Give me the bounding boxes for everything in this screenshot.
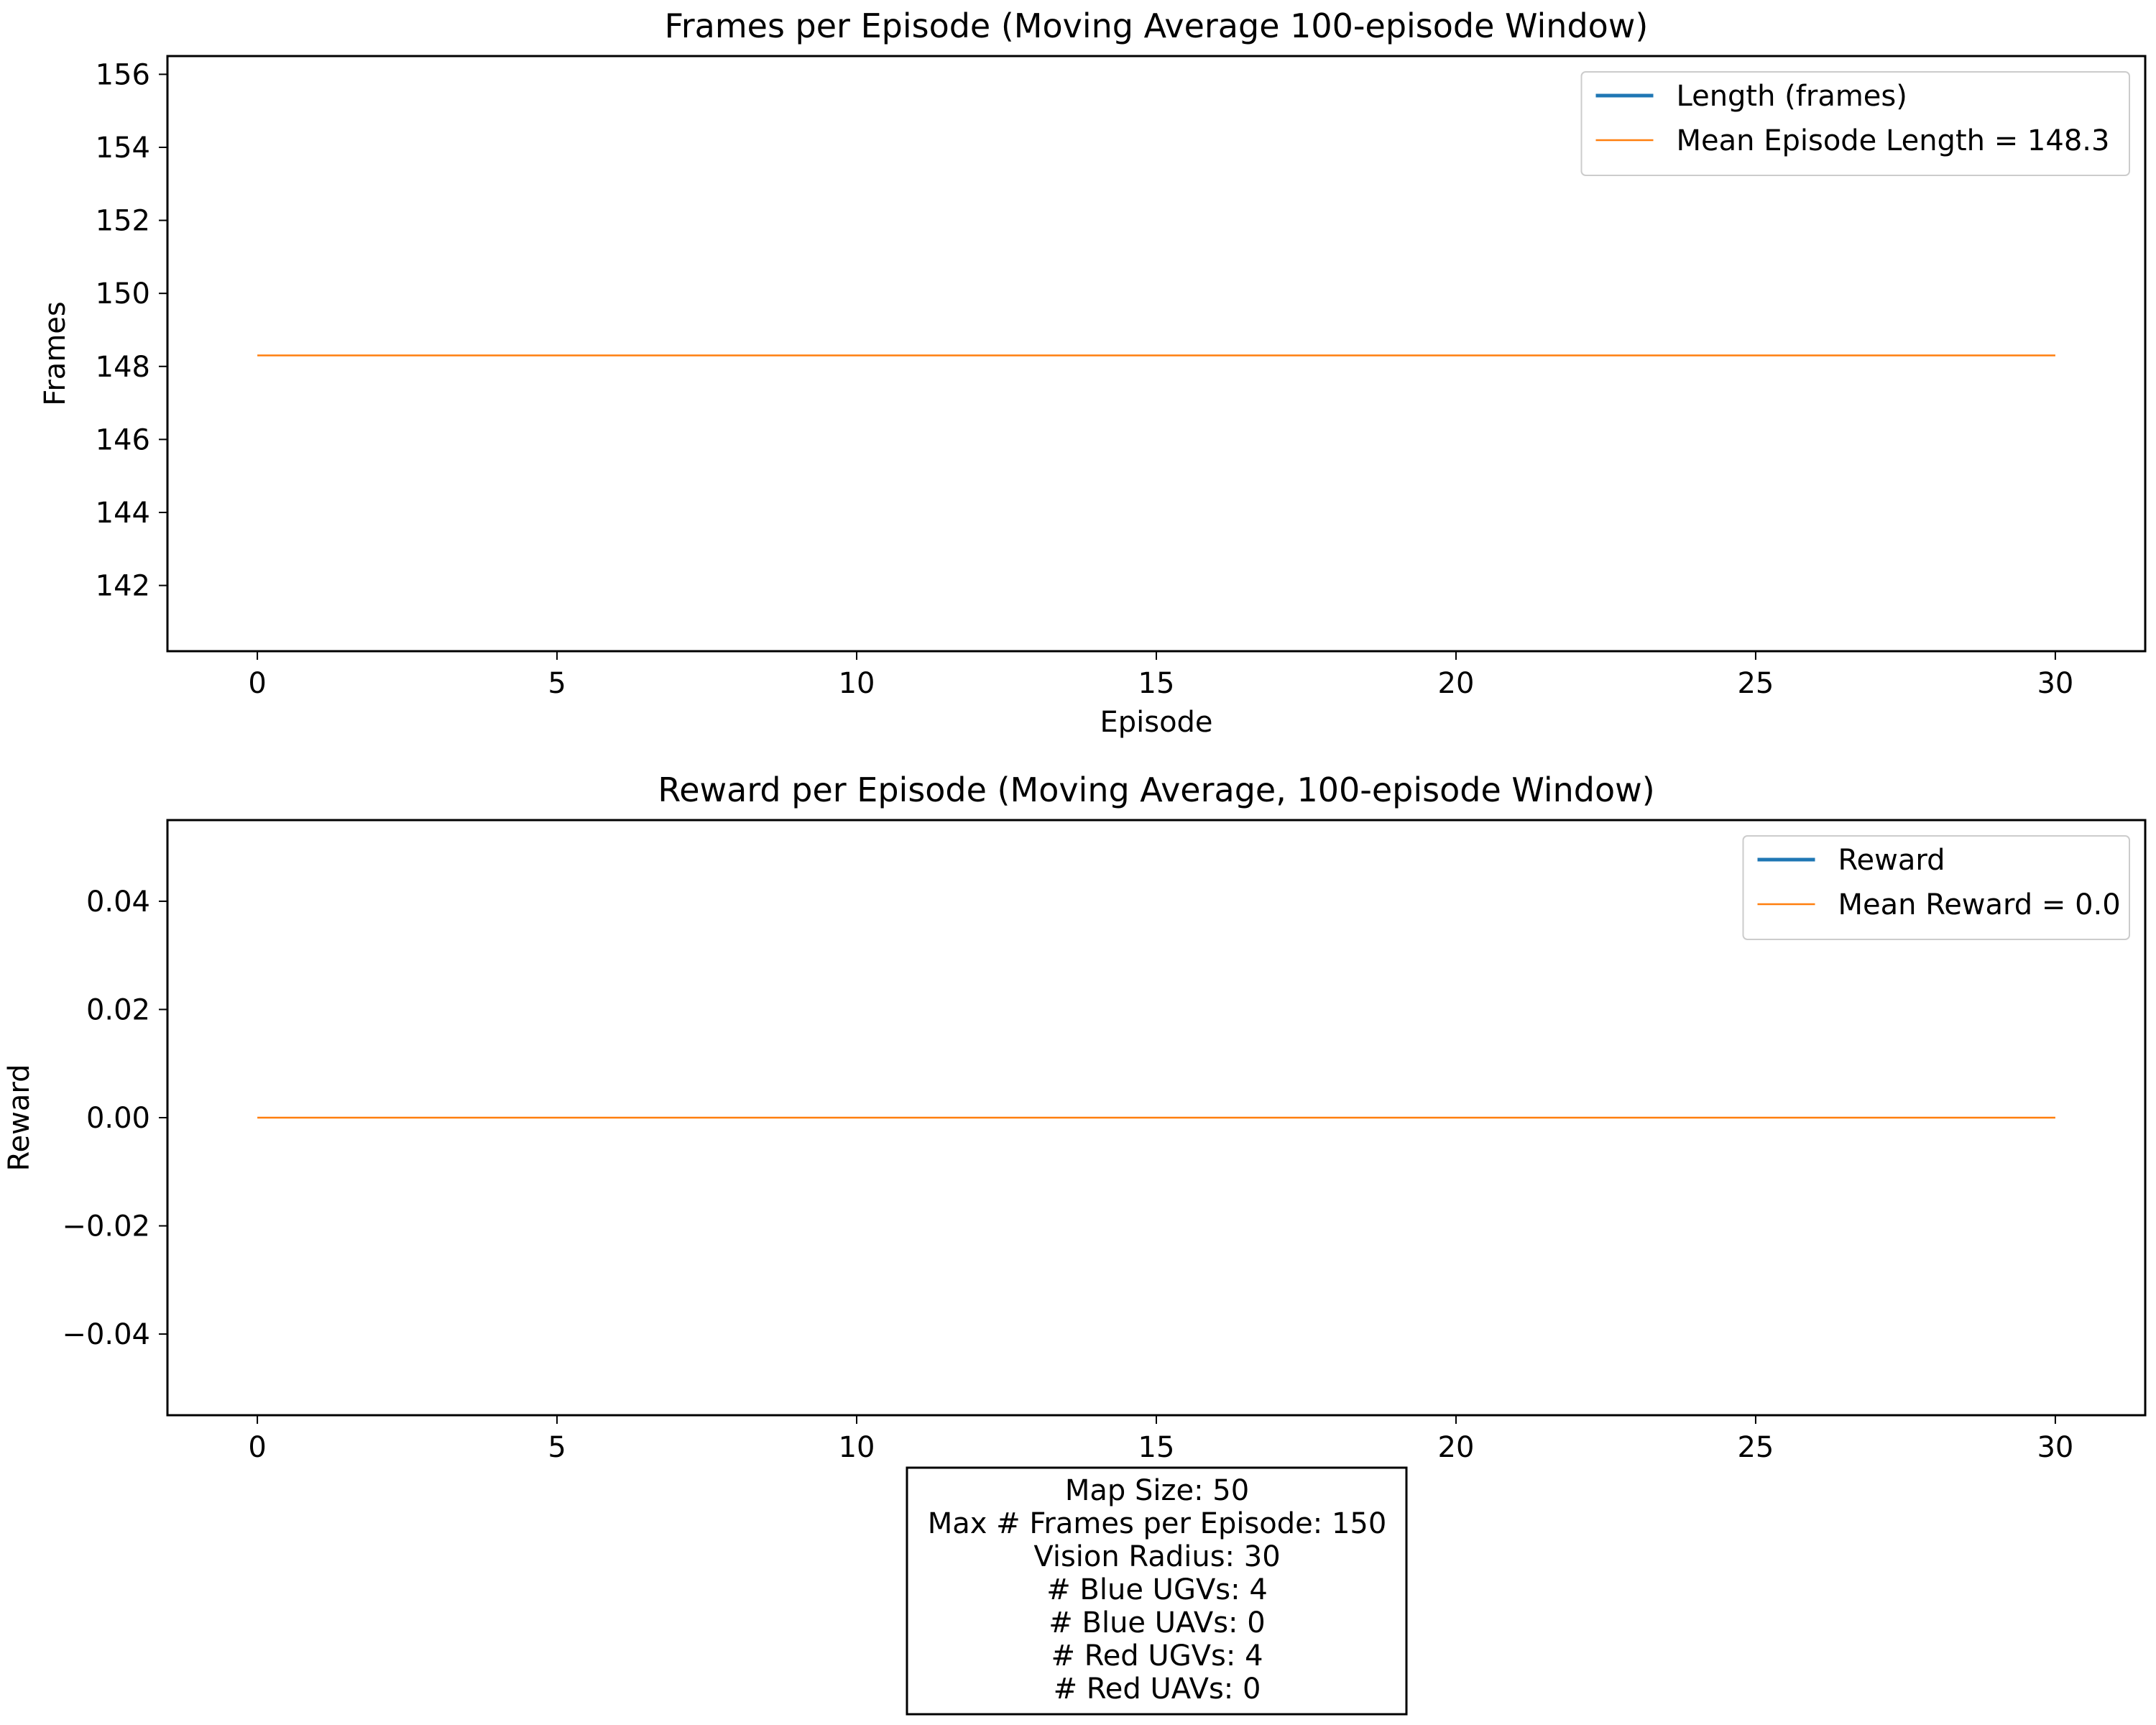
info-box-frame: [906, 1466, 1408, 1716]
y-tick-label: 148: [96, 351, 150, 384]
chart-title: Frames per Episode (Moving Average 100-e…: [665, 6, 1649, 45]
chart-1: Frames per Episode (Moving Average 100-e…: [39, 6, 2147, 739]
info-vision-radius: Vision Radius: 30: [1033, 1540, 1280, 1573]
legend-entry: Reward: [1838, 844, 1945, 877]
legend-entry: Length (frames): [1677, 80, 1907, 113]
y-tick-label: 156: [96, 58, 150, 91]
legend-entry: Mean Episode Length = 148.3: [1677, 124, 2110, 157]
x-tick-label: 30: [2037, 667, 2073, 700]
x-axis-label: Episode: [1100, 706, 1212, 739]
legend-frame: [1580, 71, 2130, 176]
info-map-size: Map Size: 50: [1065, 1474, 1249, 1507]
y-axis-label: Reward: [3, 1064, 36, 1172]
x-tick-label: 30: [2037, 1431, 2073, 1464]
y-axis-label: Frames: [39, 301, 72, 405]
x-tick-label: 5: [548, 667, 566, 700]
y-tick-label: 0.02: [86, 993, 150, 1026]
legend: Length (frames) Mean Episode Length = 148…: [1580, 71, 2130, 176]
y-tick-label: 142: [96, 570, 150, 603]
y-tick-label: 0.00: [86, 1102, 150, 1135]
y-tick-label: 152: [96, 205, 150, 238]
chart-2: Reward per Episode (Moving Average, 100-…: [3, 770, 2147, 1464]
x-tick-label: 15: [1138, 667, 1175, 700]
x-tick-label: 0: [248, 1431, 266, 1464]
y-tick-label: 150: [96, 277, 150, 310]
y-tick-label: 146: [96, 423, 150, 456]
info-red-ugvs: # Red UGVs: 4: [1051, 1639, 1263, 1673]
x-tick-label: 5: [548, 1431, 566, 1464]
x-tick-label: 20: [1438, 667, 1475, 700]
x-tick-label: 20: [1438, 1431, 1475, 1464]
y-tick-label: 144: [96, 497, 150, 530]
legend-entry: Mean Reward = 0.0: [1838, 888, 2121, 921]
y-tick-label: 154: [96, 132, 150, 165]
legend: Reward Mean Reward = 0.0: [1742, 835, 2130, 940]
info-max-frames: Max # Frames per Episode: 150: [928, 1507, 1387, 1540]
x-tick-label: 10: [839, 1431, 875, 1464]
x-tick-label: 0: [248, 667, 266, 700]
x-tick-label: 15: [1138, 1431, 1175, 1464]
info-blue-ugvs: # Blue UGVs: 4: [1046, 1573, 1268, 1606]
x-tick-label: 25: [1737, 1431, 1774, 1464]
info-red-uavs: # Red UAVs: 0: [1054, 1673, 1261, 1706]
x-tick-label: 25: [1737, 667, 1774, 700]
info-blue-uavs: # Blue UAVs: 0: [1049, 1606, 1265, 1639]
legend-frame: [1742, 835, 2130, 940]
x-tick-label: 10: [839, 667, 875, 700]
info-box: Map Size: 50 Max # Frames per Episode: 1…: [906, 1466, 1408, 1716]
y-tick-label: −0.02: [62, 1210, 150, 1243]
chart-title: Reward per Episode (Moving Average, 100-…: [658, 770, 1654, 809]
y-tick-label: 0.04: [86, 886, 150, 919]
y-tick-label: −0.04: [62, 1318, 150, 1351]
